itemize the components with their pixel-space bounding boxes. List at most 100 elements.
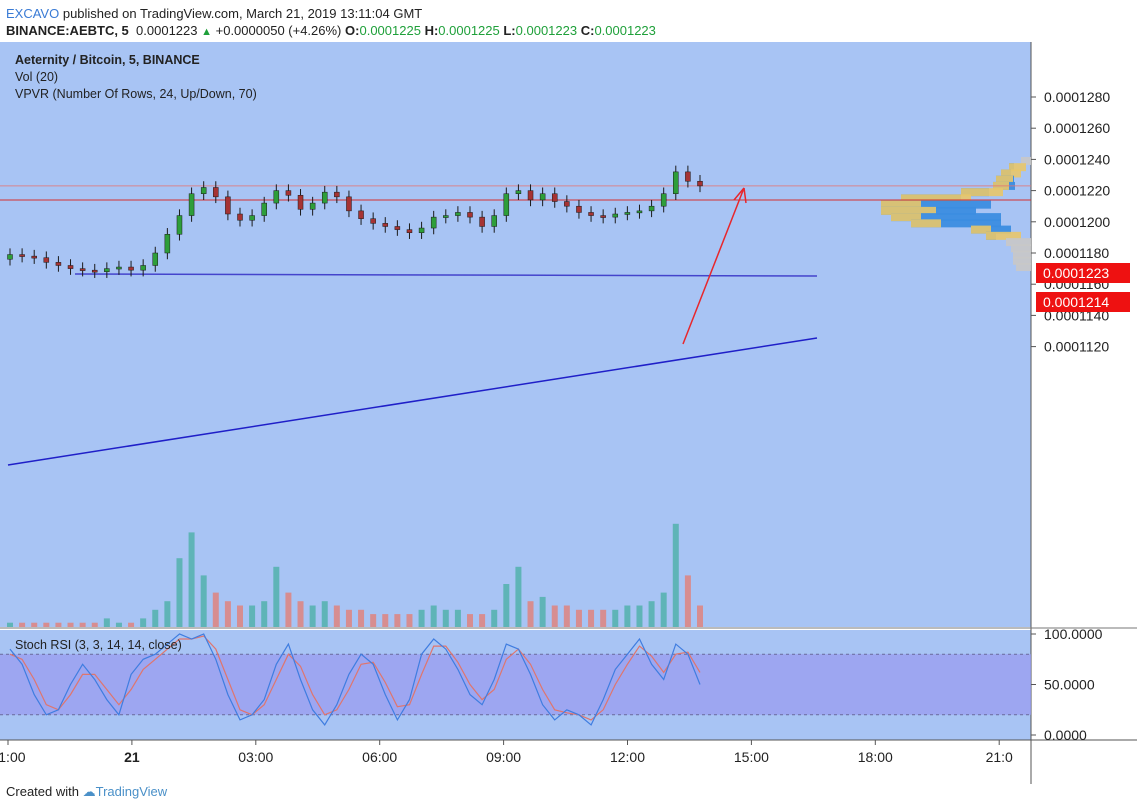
volume-bar bbox=[418, 609, 425, 627]
volume-bar bbox=[261, 601, 268, 627]
volume-bar bbox=[176, 558, 183, 627]
candle-body bbox=[467, 212, 473, 218]
candle-body bbox=[285, 190, 292, 196]
candle-body bbox=[418, 227, 425, 233]
volume-bar bbox=[491, 609, 498, 627]
volume-bar bbox=[660, 592, 667, 627]
chart-header: EXCAVO published on TradingView.com, Mar… bbox=[0, 0, 1137, 42]
volume-bar bbox=[430, 605, 437, 627]
vpvr-down-bar bbox=[961, 188, 1003, 197]
candle-body bbox=[600, 215, 606, 218]
volume-bar bbox=[515, 566, 522, 627]
volume-bar bbox=[479, 614, 486, 627]
last-price: 0.0001223 bbox=[136, 23, 198, 38]
vpvr-legend: VPVR (Number Of Rows, 24, Up/Down, 70) bbox=[15, 87, 257, 101]
volume-bar bbox=[539, 596, 546, 627]
price-tick-label: 0.0001240 bbox=[1044, 151, 1110, 167]
candle-body bbox=[140, 265, 146, 271]
stoch-k-line bbox=[9, 633, 701, 726]
candle-body bbox=[576, 205, 582, 213]
volume-bar bbox=[91, 622, 98, 627]
volume-bar bbox=[67, 622, 74, 627]
candle-body bbox=[67, 265, 74, 269]
high-label: H: bbox=[424, 23, 439, 38]
volume-bar bbox=[43, 622, 50, 627]
close-value: 0.0001223 bbox=[594, 23, 656, 38]
vpvr-down-bar bbox=[881, 200, 921, 209]
volume-bar bbox=[309, 605, 316, 627]
candle-body bbox=[685, 171, 691, 182]
volume-bar bbox=[237, 605, 243, 627]
candle-body bbox=[152, 252, 159, 266]
chart-canvas[interactable]: 0.0001280 0.0001260 0.0001240 0.0001220 0.00… bbox=[0, 42, 1137, 784]
vpvr-down-bar bbox=[901, 194, 971, 203]
price-tick-label: 0.0001280 bbox=[1044, 89, 1110, 105]
volume-bar bbox=[212, 592, 219, 627]
high-value: 0.0001225 bbox=[438, 23, 500, 38]
vpvr-up-bar bbox=[891, 213, 1001, 222]
stoch-rsi-legend: Stoch RSI (3, 3, 14, 14, close) bbox=[15, 638, 182, 652]
volume-bar bbox=[563, 605, 570, 627]
volume-bar bbox=[188, 532, 195, 627]
candle-body bbox=[104, 268, 110, 272]
vpvr-up-bar bbox=[911, 219, 1001, 228]
vpvr-down-bar bbox=[1021, 156, 1031, 165]
tradingview-brand[interactable]: TradingView bbox=[95, 784, 168, 799]
candle-body bbox=[479, 216, 485, 227]
candle-body bbox=[430, 216, 437, 229]
candle-body bbox=[382, 223, 389, 227]
candle-body bbox=[164, 234, 171, 254]
volume-bar bbox=[79, 622, 86, 627]
time-tick-label: 06:00 bbox=[362, 749, 397, 765]
tradingview-logo-icon[interactable]: ☁ bbox=[82, 784, 96, 799]
stoch-tick-label: 0.0000 bbox=[1044, 727, 1087, 743]
vpvr-down-bar bbox=[971, 225, 991, 234]
vpvr-down-bar bbox=[1011, 244, 1031, 253]
publish-line: EXCAVO published on TradingView.com, Mar… bbox=[6, 6, 422, 21]
volume-bar bbox=[115, 622, 122, 627]
volume-bar bbox=[345, 609, 352, 627]
candle-body bbox=[455, 212, 461, 216]
volume-bar bbox=[103, 618, 110, 627]
price-tick-label: 0.0001220 bbox=[1044, 183, 1110, 199]
price-tick-label: 0.0001180 bbox=[1044, 245, 1109, 261]
candle-body bbox=[261, 202, 267, 216]
candle-body bbox=[406, 229, 413, 233]
symbol-label: BINANCE:AEBTC, 5 bbox=[6, 23, 129, 38]
candle-body bbox=[636, 210, 643, 214]
candle-body bbox=[394, 226, 401, 230]
candle-body bbox=[79, 268, 86, 271]
volume-bar bbox=[200, 575, 207, 627]
open-label: O: bbox=[345, 23, 360, 38]
candle-body bbox=[188, 193, 195, 216]
resistance-trendline bbox=[74, 273, 818, 277]
candle-body bbox=[334, 191, 340, 198]
candle-body bbox=[7, 254, 13, 260]
volume-bar bbox=[527, 601, 534, 627]
candle-body bbox=[491, 215, 497, 227]
price-tick-label: 0.0001200 bbox=[1044, 214, 1110, 230]
candle-body bbox=[624, 212, 631, 215]
volume-bar bbox=[442, 609, 449, 627]
stoch-tick-label: 100.0000 bbox=[1044, 626, 1103, 642]
volume-bar bbox=[648, 601, 655, 627]
volume-bar bbox=[684, 575, 691, 627]
price-axis-background bbox=[1031, 42, 1137, 784]
support-price-badge: 0.0001214 bbox=[1036, 292, 1130, 312]
volume-bar bbox=[140, 618, 147, 627]
volume-bar bbox=[406, 614, 413, 627]
close-label: C: bbox=[580, 23, 595, 38]
candle-body bbox=[91, 269, 98, 273]
time-tick-label: 21 bbox=[124, 749, 140, 765]
volume-bar bbox=[612, 609, 619, 627]
last-price-badge: 0.0001223 bbox=[1036, 263, 1130, 283]
created-with: Created with bbox=[6, 784, 79, 799]
stoch-band bbox=[0, 654, 1031, 715]
time-tick-label: 09:00 bbox=[486, 749, 521, 765]
volume-bar bbox=[273, 566, 280, 627]
vpvr-down-bar bbox=[1001, 169, 1021, 178]
author-link[interactable]: EXCAVO bbox=[6, 6, 60, 21]
candle-body bbox=[43, 257, 50, 263]
stoch-d-line bbox=[9, 635, 701, 721]
volume-bar bbox=[152, 609, 159, 627]
